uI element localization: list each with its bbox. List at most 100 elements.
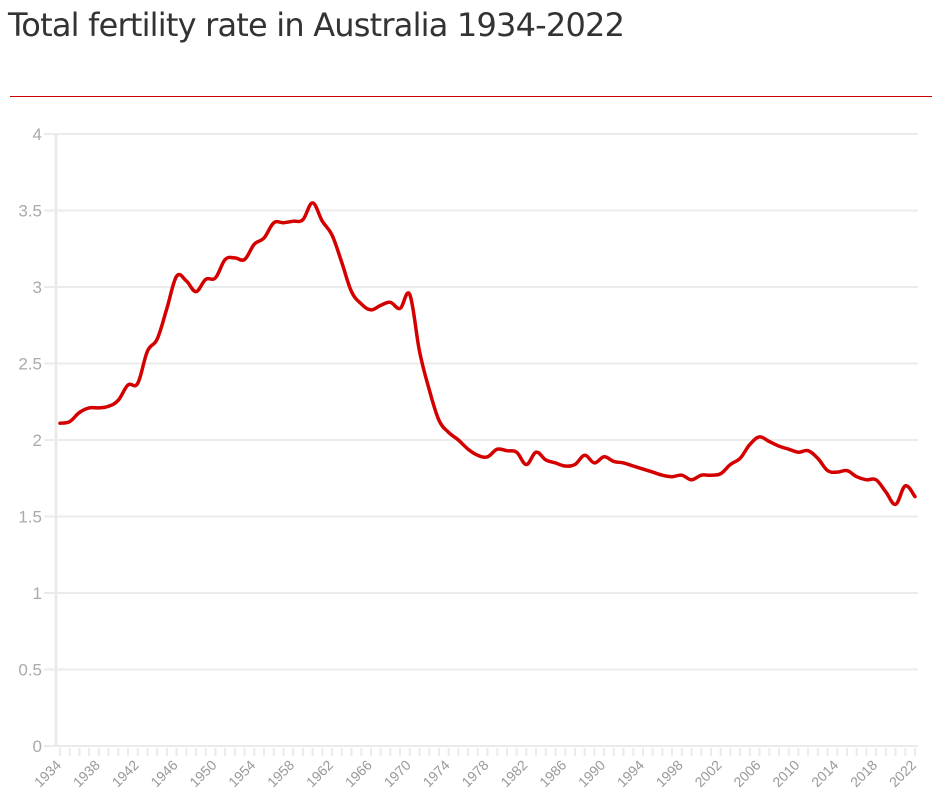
data-point[interactable] (368, 307, 374, 313)
data-point[interactable] (698, 472, 704, 478)
data-point[interactable] (805, 448, 811, 454)
y-tick-label: 2 (33, 431, 42, 450)
x-tick-label: 1958 (264, 757, 297, 790)
data-point[interactable] (67, 419, 73, 425)
data-point[interactable] (212, 275, 218, 281)
data-point[interactable] (193, 289, 199, 295)
data-point[interactable] (485, 454, 491, 460)
data-point[interactable] (144, 348, 150, 354)
data-point[interactable] (203, 276, 209, 282)
data-point[interactable] (232, 255, 238, 261)
data-point[interactable] (397, 305, 403, 311)
data-point[interactable] (621, 460, 627, 466)
data-point[interactable] (902, 483, 908, 489)
data-point[interactable] (329, 232, 335, 238)
data-point[interactable] (650, 469, 656, 475)
data-point[interactable] (300, 217, 306, 223)
data-point[interactable] (523, 461, 529, 467)
data-point[interactable] (912, 494, 918, 500)
x-tick-label: 1934 (31, 757, 64, 790)
data-point[interactable] (115, 397, 121, 403)
data-point[interactable] (669, 474, 675, 480)
x-tick-label: 1990 (575, 757, 608, 790)
data-point[interactable] (514, 449, 520, 455)
data-point[interactable] (378, 302, 384, 308)
data-point[interactable] (339, 260, 345, 266)
data-point[interactable] (689, 477, 695, 483)
data-point[interactable] (426, 387, 432, 393)
x-tick-label: 1938 (70, 757, 103, 790)
data-point[interactable] (834, 469, 840, 475)
data-point[interactable] (319, 218, 325, 224)
data-point[interactable] (776, 443, 782, 449)
data-point[interactable] (475, 452, 481, 458)
data-point[interactable] (883, 489, 889, 495)
data-point[interactable] (795, 449, 801, 455)
data-point[interactable] (407, 292, 413, 298)
data-point[interactable] (251, 241, 257, 247)
data-point[interactable] (533, 449, 539, 455)
x-tick-label: 1974 (419, 757, 452, 790)
data-point[interactable] (455, 437, 461, 443)
data-point[interactable] (708, 472, 714, 478)
data-point[interactable] (106, 403, 112, 409)
data-point[interactable] (737, 455, 743, 461)
data-point[interactable] (893, 501, 899, 507)
data-point[interactable] (601, 454, 607, 460)
data-point[interactable] (659, 472, 665, 478)
data-point[interactable] (261, 235, 267, 241)
data-point[interactable] (125, 382, 131, 388)
data-point[interactable] (387, 299, 393, 305)
data-point[interactable] (183, 278, 189, 284)
data-point[interactable] (854, 474, 860, 480)
data-point[interactable] (572, 461, 578, 467)
data-point[interactable] (416, 348, 422, 354)
data-point[interactable] (494, 446, 500, 452)
data-point[interactable] (446, 429, 452, 435)
data-point[interactable] (310, 200, 316, 206)
data-point[interactable] (863, 477, 869, 483)
data-point[interactable] (747, 442, 753, 448)
data-point[interactable] (543, 457, 549, 463)
data-point[interactable] (154, 336, 160, 342)
data-point[interactable] (280, 220, 286, 226)
data-point[interactable] (844, 468, 850, 474)
data-point[interactable] (436, 417, 442, 423)
data-point[interactable] (718, 471, 724, 477)
y-tick-label: 1.5 (18, 508, 42, 527)
data-point[interactable] (465, 446, 471, 452)
x-tick-label: 1954 (225, 757, 258, 790)
data-point[interactable] (174, 273, 180, 279)
data-point[interactable] (290, 218, 296, 224)
data-point[interactable] (640, 466, 646, 472)
data-point[interactable] (135, 380, 141, 386)
data-point[interactable] (164, 305, 170, 311)
data-point[interactable] (611, 458, 617, 464)
data-point[interactable] (76, 409, 82, 415)
data-point[interactable] (815, 455, 821, 461)
data-point[interactable] (358, 301, 364, 307)
data-point[interactable] (96, 405, 102, 411)
data-point[interactable] (562, 463, 568, 469)
data-point[interactable] (504, 448, 510, 454)
data-point[interactable] (57, 420, 63, 426)
y-tick-label: 3 (33, 278, 42, 297)
data-point[interactable] (271, 220, 277, 226)
data-point[interactable] (727, 461, 733, 467)
data-point[interactable] (825, 468, 831, 474)
data-point[interactable] (553, 460, 559, 466)
data-point[interactable] (873, 477, 879, 483)
data-point[interactable] (757, 434, 763, 440)
data-point[interactable] (786, 446, 792, 452)
data-point[interactable] (222, 256, 228, 262)
data-point[interactable] (348, 289, 354, 295)
series-group (57, 200, 918, 507)
data-point[interactable] (591, 460, 597, 466)
data-point[interactable] (242, 256, 248, 262)
data-point[interactable] (679, 472, 685, 478)
data-point[interactable] (582, 452, 588, 458)
data-point[interactable] (766, 439, 772, 445)
data-point[interactable] (86, 405, 92, 411)
data-point[interactable] (630, 463, 636, 469)
